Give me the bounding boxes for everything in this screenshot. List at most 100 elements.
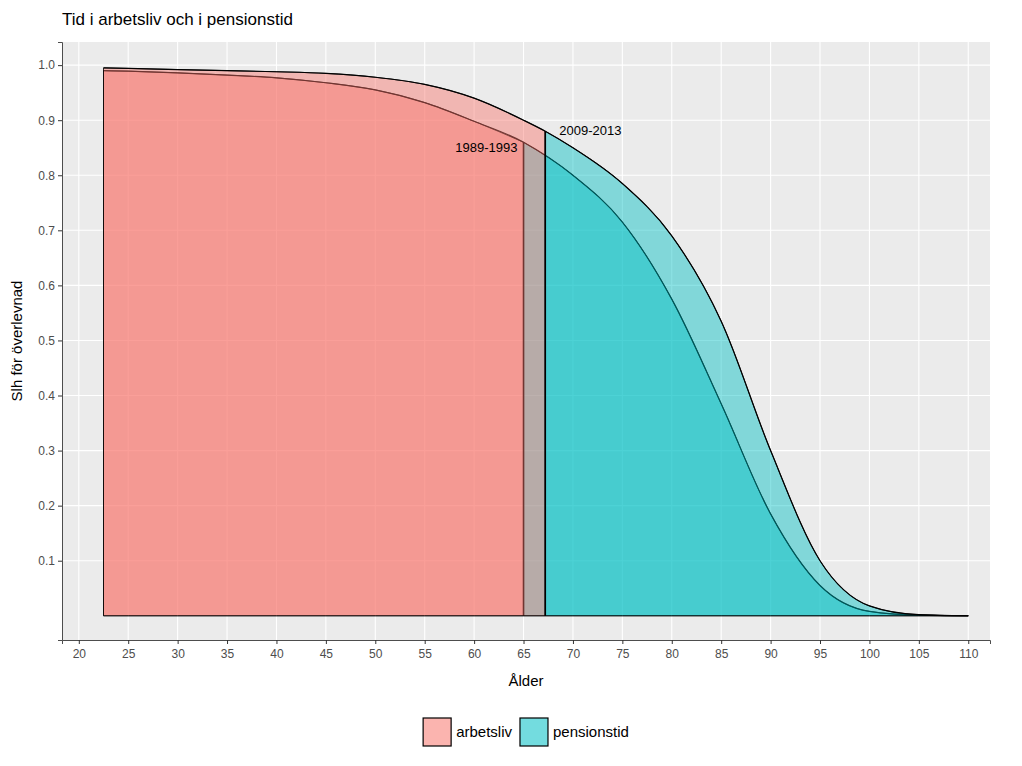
x-tick: 35 xyxy=(221,640,235,661)
y-tick: 1.0 xyxy=(38,58,62,72)
x-tick-mark xyxy=(672,640,673,644)
y-tick-label: 0.2 xyxy=(38,499,55,513)
x-tick-mark xyxy=(326,640,327,644)
x-tick: 20 xyxy=(73,640,87,661)
x-tick-label: 70 xyxy=(567,647,581,661)
y-axis-title: Slh för överlevnad xyxy=(8,281,25,402)
grid-line-x xyxy=(869,42,870,640)
x-tick: 50 xyxy=(369,640,383,661)
y-tick-mark xyxy=(58,561,62,562)
x-tick-label: 100 xyxy=(860,647,880,661)
x-tick-mark xyxy=(968,640,969,644)
y-tick-label: 0.5 xyxy=(38,334,55,348)
y-tick-mark xyxy=(58,451,62,452)
x-tick: 70 xyxy=(567,640,581,661)
x-tick: 40 xyxy=(270,640,284,661)
x-axis-line xyxy=(63,641,991,645)
grid xyxy=(62,42,990,640)
title: Tid i arbetsliv och i pensionstid xyxy=(62,10,293,29)
x-tick: 95 xyxy=(814,640,828,661)
chart: 1989-19932009-20132025303540455055606570… xyxy=(0,0,1022,766)
area-0 xyxy=(104,68,546,616)
y-tick-label: 0.1 xyxy=(38,554,55,568)
x-tick-label: 55 xyxy=(419,647,433,661)
x-axis: 20 25 30 35 40 45 50 55 60 65 70 75 80 85 90 95 100 105 11… xyxy=(63,640,991,661)
x-tick-mark xyxy=(573,640,574,644)
legend: arbetsliv pensionstid xyxy=(423,718,629,746)
x-tick-label: 65 xyxy=(517,647,531,661)
x-tick-label: 80 xyxy=(666,647,680,661)
x-tick-mark xyxy=(276,640,277,644)
y-tick: 0.7 xyxy=(38,224,62,238)
y-tick-label: 0.6 xyxy=(38,279,55,293)
retirement-line xyxy=(544,131,546,616)
x-tick-mark xyxy=(474,640,475,644)
y-tick: 0.2 xyxy=(38,499,62,513)
y-tick-mark xyxy=(58,396,62,397)
annotation: 1989-1993 xyxy=(455,140,517,155)
x-tick-label: 50 xyxy=(369,647,383,661)
x-tick-mark xyxy=(425,640,426,644)
x-tick-label: 75 xyxy=(616,647,630,661)
legend-key xyxy=(520,718,548,746)
x-tick-mark xyxy=(524,640,525,644)
x-tick-mark xyxy=(820,640,821,644)
y-tick: 0.1 xyxy=(38,554,62,568)
grid-line-x xyxy=(819,42,820,640)
y-tick-mark xyxy=(58,120,62,121)
legend-item: pensionstid xyxy=(520,718,629,746)
x-tick-mark xyxy=(869,640,870,644)
y-tick-label: 0.9 xyxy=(38,114,55,128)
area-1 xyxy=(545,131,968,616)
y-tick: 0.4 xyxy=(38,389,62,403)
x-tick: 65 xyxy=(517,640,531,661)
x-tick-label: 85 xyxy=(715,647,729,661)
y-axis-line xyxy=(58,43,63,641)
y-tick: 0.8 xyxy=(38,169,62,183)
y-tick: 0.5 xyxy=(38,334,62,348)
x-tick: 90 xyxy=(764,640,778,661)
x-tick-mark xyxy=(227,640,228,644)
y-tick-mark xyxy=(58,340,62,341)
x-tick: 60 xyxy=(468,640,482,661)
y-tick-mark xyxy=(58,65,62,66)
y-tick: 0.9 xyxy=(38,114,62,128)
legend-key xyxy=(423,718,451,746)
y-tick-label: 0.4 xyxy=(38,389,55,403)
x-tick-label: 25 xyxy=(122,647,136,661)
x-tick-mark xyxy=(79,640,80,644)
y-tick-mark xyxy=(58,285,62,286)
y-tick-label: 0.8 xyxy=(38,169,55,183)
legend-label: pensionstid xyxy=(553,723,629,740)
x-tick-label: 110 xyxy=(959,647,978,661)
x-tick-label: 90 xyxy=(764,647,778,661)
x-tick: 55 xyxy=(419,640,433,661)
x-tick-mark xyxy=(178,640,179,644)
grid-line-x xyxy=(968,42,969,640)
x-tick: 110 xyxy=(959,640,978,661)
y-tick-mark xyxy=(58,175,62,176)
x-tick: 75 xyxy=(616,640,630,661)
survival-line xyxy=(104,68,969,616)
y-tick-label: 1.0 xyxy=(38,58,55,72)
grid-line-y xyxy=(62,65,990,66)
x-tick-mark xyxy=(375,640,376,644)
x-tick: 105 xyxy=(909,640,929,661)
x-tick-mark xyxy=(721,640,722,644)
y-tick-mark xyxy=(58,506,62,507)
x-tick-label: 35 xyxy=(221,647,235,661)
x-axis-title: Ålder xyxy=(508,672,543,689)
y-tick-mark xyxy=(58,230,62,231)
panel-background xyxy=(62,42,990,640)
y-tick: 0.3 xyxy=(38,444,62,458)
x-tick: 85 xyxy=(715,640,729,661)
x-tick-label: 45 xyxy=(320,647,334,661)
grid-line-x xyxy=(918,42,919,640)
x-tick: 45 xyxy=(320,640,334,661)
legend-item: arbetsliv xyxy=(423,718,512,746)
y-tick: 0.6 xyxy=(38,279,62,293)
x-tick-label: 30 xyxy=(171,647,185,661)
x-tick-label: 20 xyxy=(73,647,87,661)
x-tick: 80 xyxy=(666,640,680,661)
x-tick-mark xyxy=(771,640,772,644)
